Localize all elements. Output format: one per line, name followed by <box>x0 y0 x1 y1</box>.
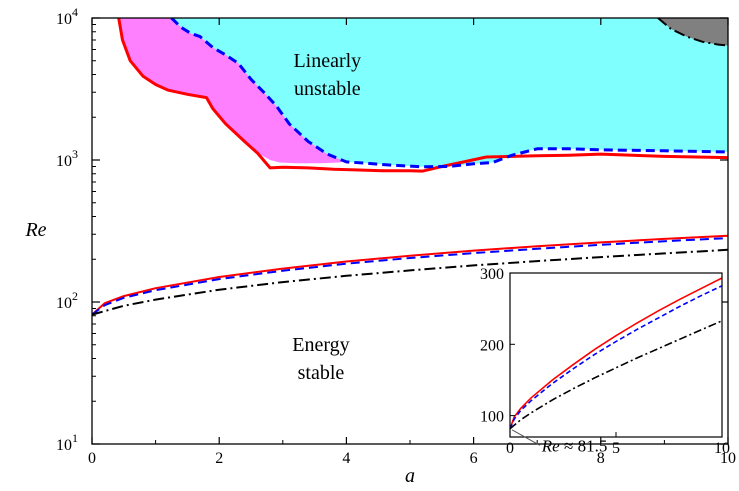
shaded-region-1 <box>171 18 728 167</box>
inset-plot: 0 5 10 100 200 300 Re ≈ 81.5 <box>480 266 730 457</box>
series-line-2 <box>657 18 728 47</box>
inset-x-tick-label: 10 <box>714 440 730 457</box>
y-axis-title: Re <box>24 219 46 241</box>
main-plot: 0 2 4 6 8 10 101 102 103 104 a Re Linearly unstab… <box>24 5 736 487</box>
series-lines <box>92 18 728 316</box>
inset-series-line-2 <box>510 320 722 430</box>
series-line-5 <box>92 248 728 316</box>
y-tick-label: 103 <box>56 147 78 170</box>
region-labels: Linearly unstable Energy stable <box>292 50 361 384</box>
inset-x-tick-label: 0 <box>506 440 514 457</box>
x-tick-label: 6 <box>470 450 478 467</box>
y-tick-label: 101 <box>56 431 78 454</box>
inset-axis-ticks: 0 5 10 100 200 300 <box>480 266 730 457</box>
series-line-4 <box>92 237 728 316</box>
region-label-1: Energy stable <box>292 334 349 384</box>
y-tick-label: 104 <box>56 5 78 28</box>
x-tick-label: 0 <box>88 450 96 467</box>
x-tick-label: 2 <box>215 450 223 467</box>
series-line-0 <box>117 18 728 173</box>
annotation-pointer-line <box>511 429 541 446</box>
x-axis-title: a <box>405 465 415 487</box>
x-axis-ticks: 0 2 4 6 8 10 <box>88 18 736 467</box>
inset-y-tick-label: 100 <box>480 409 504 426</box>
annotation-text: Re ≈ 81.5 <box>541 436 608 455</box>
shaded-region-2 <box>658 18 728 46</box>
region-label-0: Linearly unstable <box>293 50 361 100</box>
inset-x-tick-label: 5 <box>612 440 620 457</box>
inset-series-line-0 <box>510 277 722 430</box>
y-axis-ticks: 101 102 103 104 <box>56 5 728 454</box>
inset-background <box>510 273 722 437</box>
inset-y-tick-label: 200 <box>480 337 504 354</box>
x-tick-label: 4 <box>342 450 350 467</box>
inset-y-tick-label: 300 <box>480 266 504 283</box>
series-line-1 <box>170 18 728 169</box>
series-line-3 <box>92 234 728 316</box>
inset-series-lines <box>510 277 722 430</box>
y-tick-label: 102 <box>56 289 78 312</box>
shaded-regions <box>118 18 728 167</box>
inset-annotation: Re ≈ 81.5 <box>511 429 608 455</box>
inset-series-line-1 <box>510 285 722 430</box>
x-tick-label: 8 <box>597 450 605 467</box>
x-tick-label: 10 <box>720 450 736 467</box>
